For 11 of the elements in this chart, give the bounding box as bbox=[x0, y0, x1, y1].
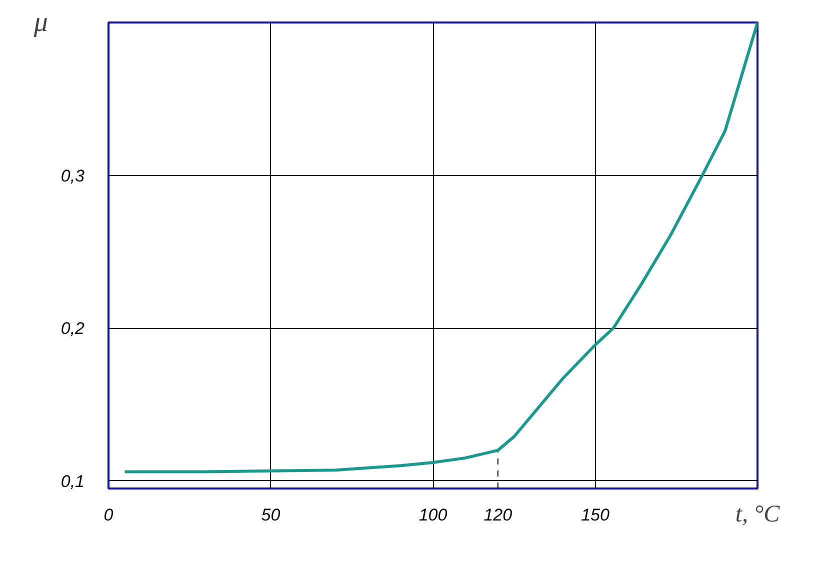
y-tick-label: 0,3 bbox=[60, 166, 86, 186]
x-tick-label: 50 bbox=[261, 506, 281, 524]
y-axis-title: μ bbox=[32, 7, 48, 38]
x-tick-label: 150 bbox=[581, 506, 610, 524]
x-tick-label: 0 bbox=[104, 506, 114, 524]
x-axis-title: t, °C bbox=[735, 502, 781, 528]
line-series bbox=[123, 22, 758, 474]
x-tick-label: 120 bbox=[484, 506, 513, 524]
y-tick-label: 0,2 bbox=[60, 319, 86, 338]
y-tick-label: 0,1 bbox=[60, 472, 85, 491]
x-tick-label: 100 bbox=[418, 506, 448, 524]
